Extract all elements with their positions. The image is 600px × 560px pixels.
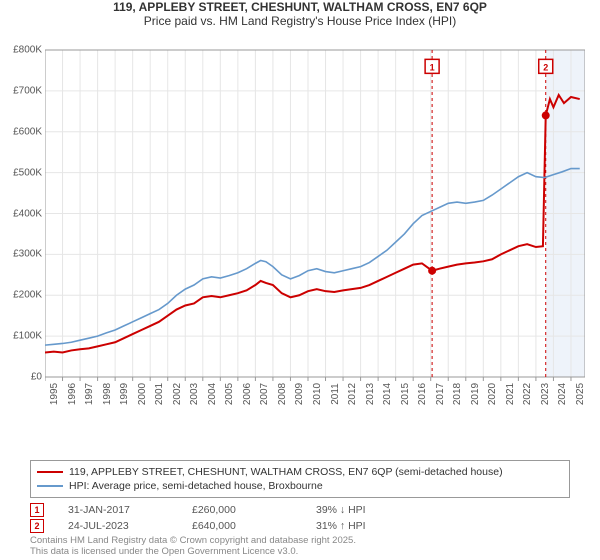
legend-label: 119, APPLEBY STREET, CHESHUNT, WALTHAM C… [69, 466, 503, 478]
x-tick-label: 2011 [330, 379, 341, 409]
x-tick-label: 2015 [400, 379, 411, 409]
x-tick-label: 2001 [154, 379, 165, 409]
x-tick-label: 2002 [172, 379, 183, 409]
x-tick-label: 2010 [312, 379, 323, 409]
y-tick-label: £100K [2, 331, 42, 342]
x-tick-label: 2000 [137, 379, 148, 409]
title-line-1: 119, APPLEBY STREET, CHESHUNT, WALTHAM C… [0, 0, 600, 14]
x-tick-label: 2018 [452, 379, 463, 409]
info-price: £260,000 [192, 504, 292, 516]
x-tick-label: 2023 [540, 379, 551, 409]
x-tick-label: 2020 [487, 379, 498, 409]
x-tick-label: 2022 [522, 379, 533, 409]
x-tick-label: 2007 [259, 379, 270, 409]
info-delta: 31% ↑ HPI [316, 520, 416, 532]
legend-label: HPI: Average price, semi-detached house,… [69, 480, 323, 492]
y-tick-label: £0 [2, 372, 42, 383]
y-tick-label: £600K [2, 126, 42, 137]
legend-row: 119, APPLEBY STREET, CHESHUNT, WALTHAM C… [37, 465, 563, 479]
info-table: 1 31-JAN-2017 £260,000 39% ↓ HPI 2 24-JU… [30, 502, 570, 534]
marker-badge: 2 [30, 519, 44, 533]
footer-line: This data is licensed under the Open Gov… [30, 547, 356, 558]
info-delta: 39% ↓ HPI [316, 504, 416, 516]
y-tick-label: £300K [2, 249, 42, 260]
info-price: £640,000 [192, 520, 292, 532]
y-tick-label: £500K [2, 167, 42, 178]
y-tick-label: £800K [2, 45, 42, 56]
legend-row: HPI: Average price, semi-detached house,… [37, 479, 563, 493]
info-row: 1 31-JAN-2017 £260,000 39% ↓ HPI [30, 502, 570, 518]
x-tick-label: 2004 [207, 379, 218, 409]
x-tick-label: 2008 [277, 379, 288, 409]
x-tick-label: 2006 [242, 379, 253, 409]
svg-text:2: 2 [543, 62, 548, 72]
x-tick-label: 2005 [224, 379, 235, 409]
x-tick-label: 1998 [102, 379, 113, 409]
x-tick-label: 1996 [67, 379, 78, 409]
footer: Contains HM Land Registry data © Crown c… [30, 536, 356, 558]
chart-svg: 12 [45, 42, 585, 412]
y-tick-label: £700K [2, 85, 42, 96]
svg-text:1: 1 [430, 62, 435, 72]
y-tick-label: £400K [2, 208, 42, 219]
legend: 119, APPLEBY STREET, CHESHUNT, WALTHAM C… [30, 460, 570, 498]
x-tick-label: 1999 [119, 379, 130, 409]
x-tick-label: 2019 [470, 379, 481, 409]
x-tick-label: 2009 [294, 379, 305, 409]
marker-badge: 1 [30, 503, 44, 517]
x-tick-label: 2016 [417, 379, 428, 409]
x-tick-label: 2024 [557, 379, 568, 409]
x-tick-label: 2014 [382, 379, 393, 409]
x-tick-label: 1995 [49, 379, 60, 409]
figure: 119, APPLEBY STREET, CHESHUNT, WALTHAM C… [0, 0, 600, 560]
legend-swatch [37, 471, 63, 473]
x-tick-label: 2025 [575, 379, 586, 409]
title-line-2: Price paid vs. HM Land Registry's House … [0, 14, 600, 28]
chart-plot-area: 12 [45, 42, 585, 412]
x-tick-label: 2017 [435, 379, 446, 409]
info-row: 2 24-JUL-2023 £640,000 31% ↑ HPI [30, 518, 570, 534]
x-tick-label: 1997 [84, 379, 95, 409]
info-date: 24-JUL-2023 [68, 520, 168, 532]
legend-swatch [37, 485, 63, 487]
x-tick-label: 2003 [189, 379, 200, 409]
y-tick-label: £200K [2, 290, 42, 301]
x-tick-label: 2021 [505, 379, 516, 409]
info-date: 31-JAN-2017 [68, 504, 168, 516]
x-tick-label: 2013 [365, 379, 376, 409]
x-tick-label: 2012 [347, 379, 358, 409]
